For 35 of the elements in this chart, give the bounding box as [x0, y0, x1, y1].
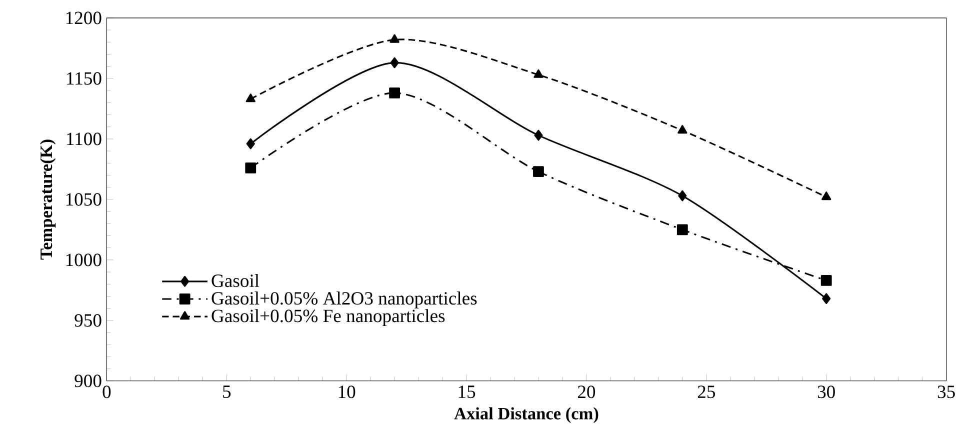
y-tick-label: 1200	[66, 12, 102, 24]
y-tick-label: 900	[74, 374, 102, 388]
y-tick-label: 1100	[67, 132, 102, 146]
x-tick-label: 15	[458, 386, 476, 398]
point	[678, 190, 687, 202]
point	[390, 34, 400, 43]
point	[246, 94, 256, 102]
x-tick-label: 10	[338, 386, 356, 398]
x-tick-label: 5	[223, 386, 231, 398]
point	[245, 162, 256, 174]
point	[389, 88, 400, 99]
y-tick-label: 1000	[66, 254, 102, 266]
y-axis-title: Temperature(K)	[40, 140, 56, 260]
x-tick-label: 25	[698, 386, 715, 398]
x-tick-label: 30	[818, 386, 835, 398]
legend-label: Gasoil+0.05% Fe nanoparticles	[212, 309, 445, 326]
y-tick-label: 1150	[67, 72, 102, 85]
x-axis-title: Axial Distance (cm)	[454, 407, 598, 424]
point	[820, 275, 832, 286]
y-tick-label: 1050	[66, 193, 102, 206]
point	[822, 293, 831, 304]
x-tick-label: 35	[938, 386, 955, 398]
point	[390, 57, 399, 68]
point	[678, 125, 688, 134]
y-tick-label: 950	[74, 314, 102, 327]
point	[534, 69, 544, 78]
x-tick-label: 20	[578, 386, 596, 398]
point	[822, 192, 832, 200]
x-tick-label: 0	[102, 386, 111, 398]
point	[534, 130, 543, 141]
legend-label: Gasoil+0.05% Al2O3 nanoparticles	[212, 292, 477, 309]
point	[676, 224, 688, 236]
point	[246, 138, 255, 150]
point	[533, 166, 544, 178]
legend-label: Gasoil	[212, 274, 260, 288]
